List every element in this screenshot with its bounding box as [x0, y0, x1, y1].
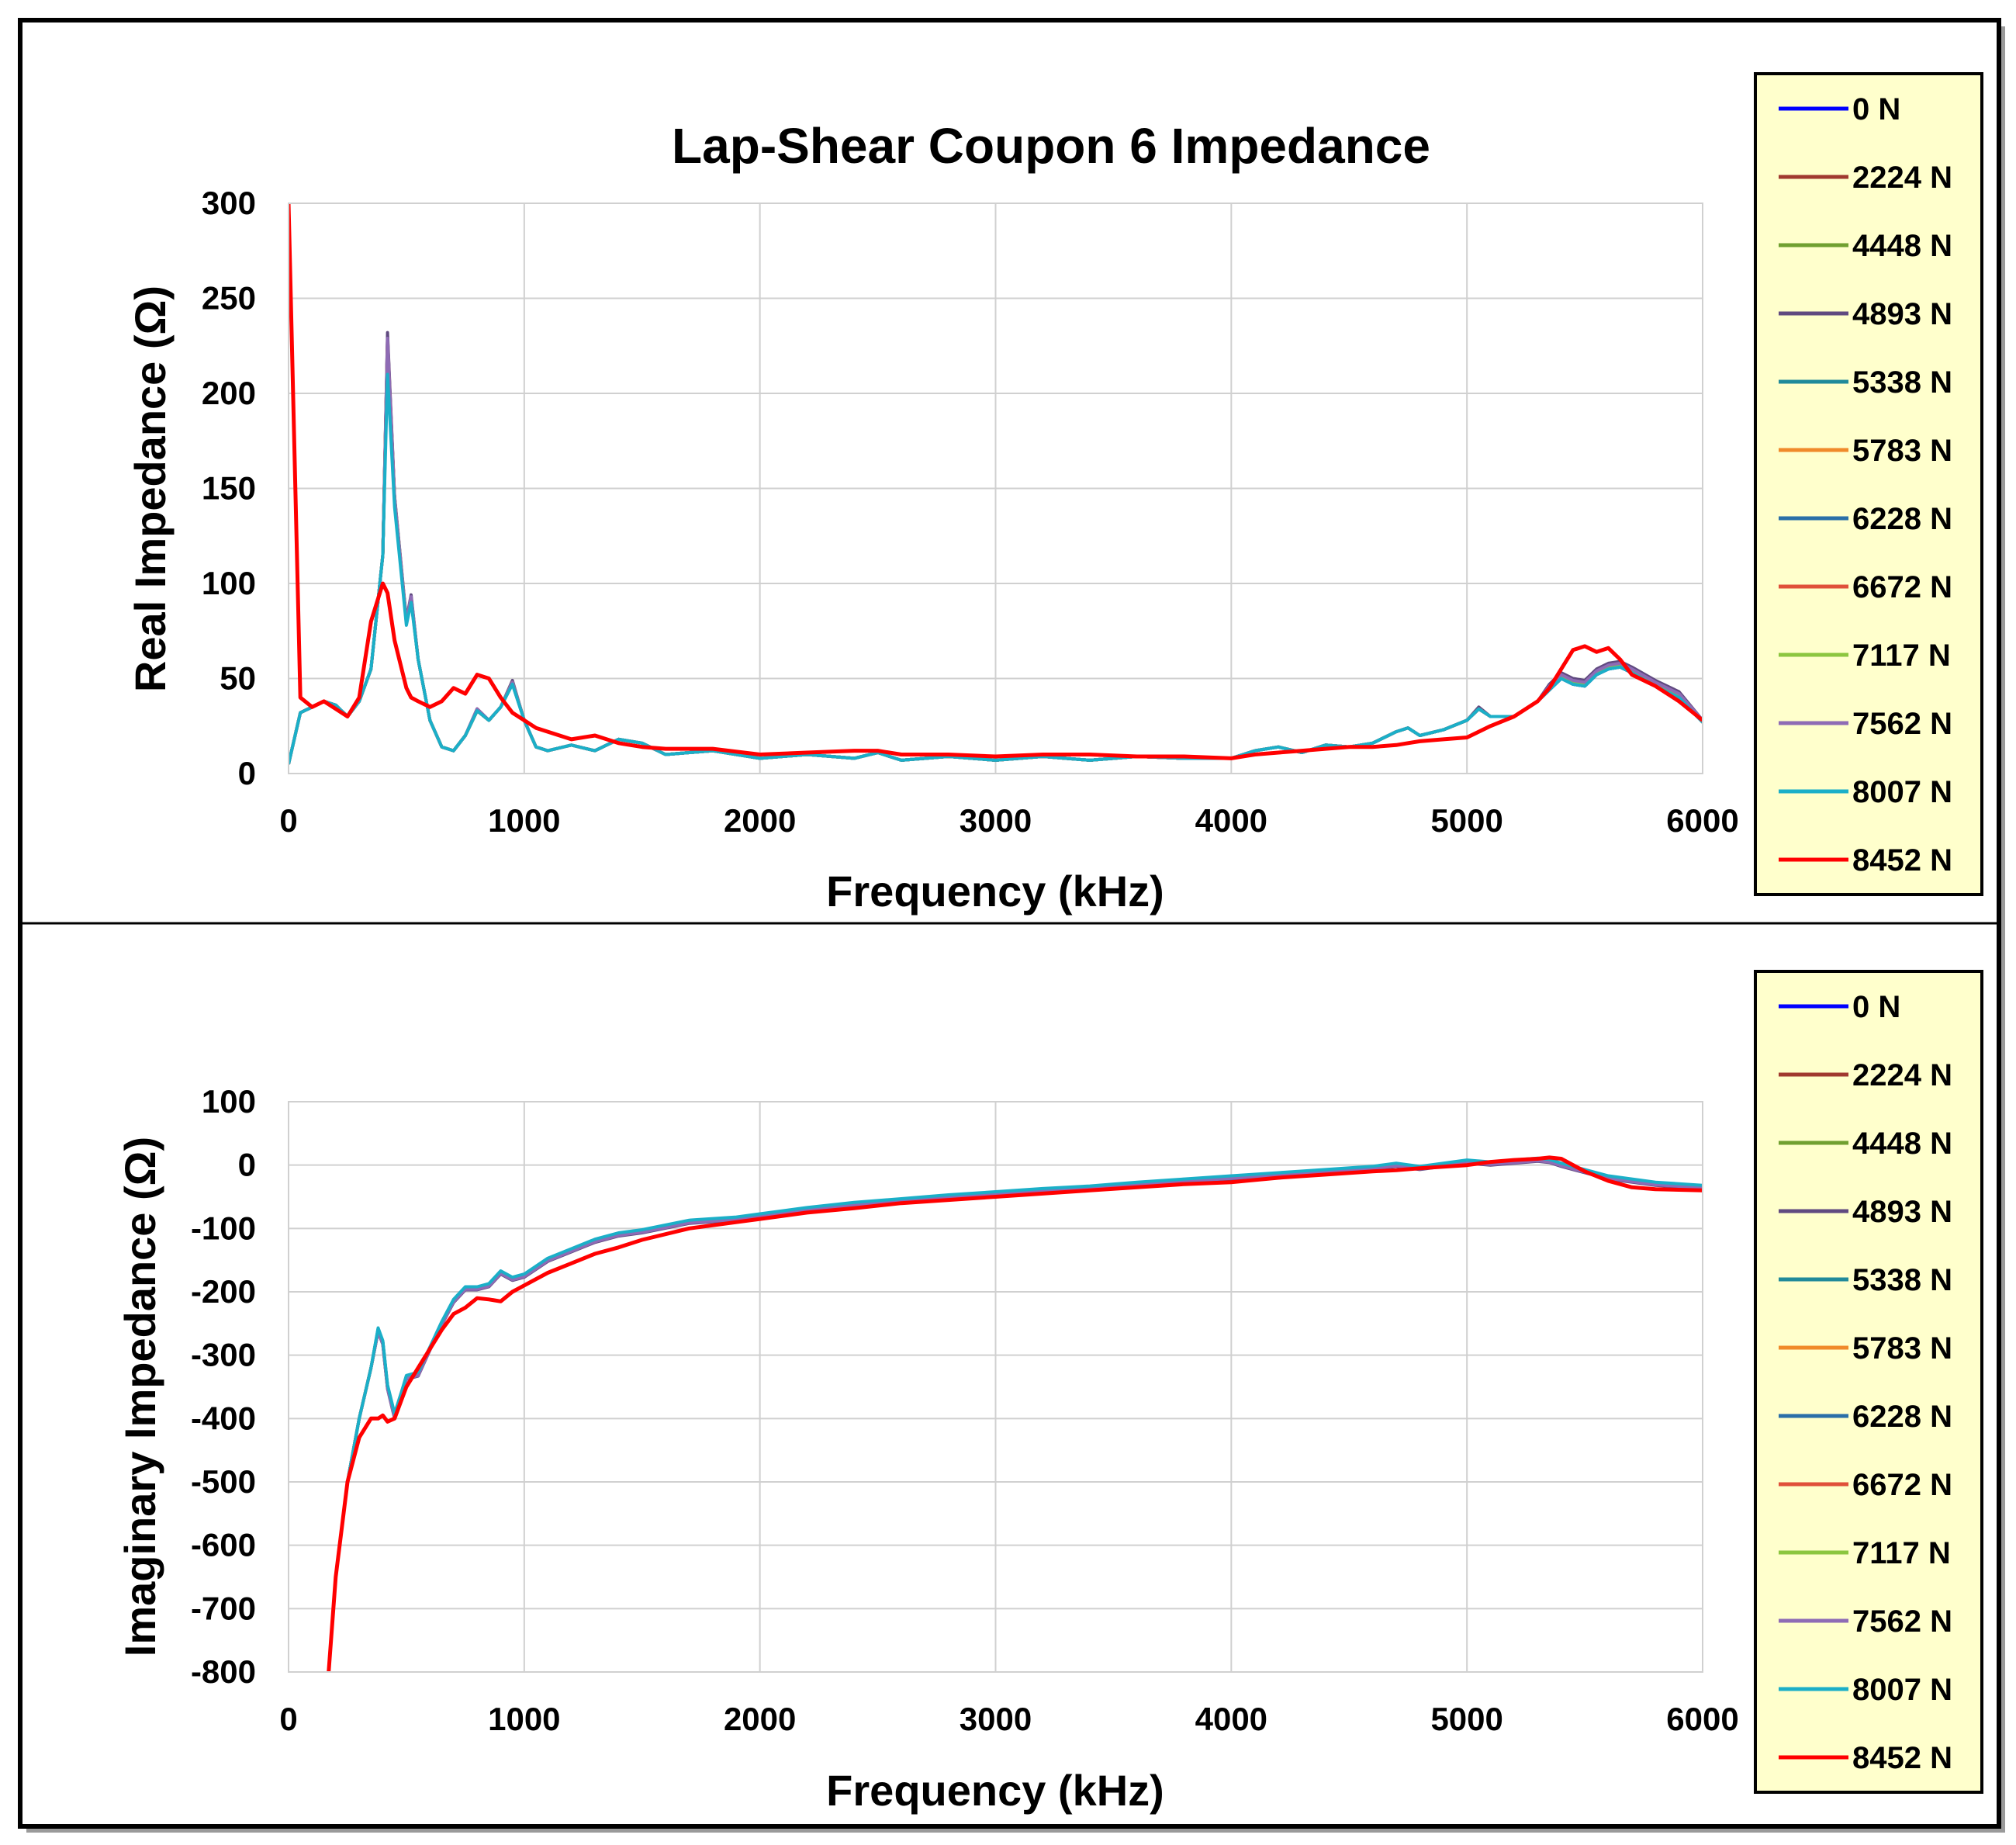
legend-label: 7117 N [1852, 1536, 1951, 1570]
y-tick-label: -100 [191, 1210, 256, 1246]
imag-grid [288, 1101, 1703, 1673]
y-tick-label: 150 [202, 470, 256, 507]
y-tick-label: -400 [191, 1400, 256, 1436]
x-tick-label: 3000 [960, 1701, 1032, 1737]
real-x-ticks: 0 1000 2000 3000 4000 5000 6000 [279, 802, 1738, 839]
legend-label: 4893 N [1852, 297, 1952, 331]
legend-label: 6672 N [1852, 570, 1952, 604]
legend-label: 8452 N [1852, 843, 1952, 878]
x-tick-label: 0 [279, 1701, 297, 1737]
y-tick-label: -200 [191, 1273, 256, 1310]
legend-label: 0 N [1852, 92, 1900, 126]
legend-label: 7117 N [1852, 639, 1951, 673]
x-tick-label: 2000 [724, 802, 796, 839]
x-tick-label: 4000 [1195, 1701, 1267, 1737]
real-impedance-panel: Lap-Shear Coupon 6 Impedance 0 50 100 150 20… [126, 72, 1983, 916]
y-tick-label: -800 [191, 1653, 256, 1690]
imag-legend: 0 N 2224 N 4448 N 4893 N 5338 N 5783 N 6228 N 6… [1779, 990, 1952, 1775]
real-plot-area [288, 202, 1703, 774]
y-tick-label: 50 [220, 660, 256, 697]
y-tick-label: -700 [191, 1590, 256, 1626]
imag-x-ticks: 0 1000 2000 3000 4000 5000 6000 [279, 1701, 1738, 1737]
imag-x-axis-title: Frequency (kHz) [826, 1766, 1164, 1815]
x-tick-label: 2000 [724, 1701, 796, 1737]
legend-label: 4448 N [1852, 229, 1952, 263]
series-line-8452-n [289, 203, 1703, 760]
x-tick-label: 0 [279, 802, 297, 839]
legend-label: 5338 N [1852, 365, 1952, 400]
imag-y-axis-title: Imaginary Impedance (Ω) [116, 1137, 164, 1656]
legend-label: 7562 N [1852, 707, 1952, 741]
legend-label: 4448 N [1852, 1127, 1952, 1161]
y-tick-label: 0 [238, 1147, 256, 1183]
real-y-ticks: 0 50 100 150 200 250 300 [202, 185, 256, 791]
real-legend-box [1754, 72, 1983, 896]
imag-y-ticks: 100 0 -100 -200 -300 -400 -500 -600 -700 -800 [191, 1083, 256, 1690]
real-series-group [289, 203, 1703, 765]
y-tick-label: -300 [191, 1337, 256, 1373]
y-tick-label: 200 [202, 375, 256, 411]
y-tick-label: 250 [202, 280, 256, 317]
x-tick-label: 4000 [1195, 802, 1267, 839]
real-legend: 0 N 2224 N 4448 N 4893 N 5338 N 5783 N 6228 N 6… [1779, 92, 1952, 878]
y-tick-label: 100 [202, 565, 256, 601]
legend-label: 5783 N [1852, 434, 1952, 468]
y-tick-label: 300 [202, 185, 256, 221]
legend-label: 2224 N [1852, 1058, 1952, 1092]
y-tick-label: -600 [191, 1527, 256, 1563]
x-tick-label: 5000 [1430, 802, 1502, 839]
series-line-8452-n [327, 1155, 1703, 1672]
x-tick-label: 3000 [960, 802, 1032, 839]
x-tick-label: 6000 [1666, 802, 1738, 839]
x-tick-label: 1000 [488, 802, 560, 839]
legend-label: 8007 N [1852, 1673, 1952, 1707]
legend-label: 7562 N [1852, 1604, 1952, 1639]
legend-label: 6672 N [1852, 1468, 1952, 1502]
legend-label: 8007 N [1852, 775, 1952, 809]
y-tick-label: 100 [202, 1083, 256, 1120]
y-tick-label: 0 [238, 755, 256, 791]
legend-label: 0 N [1852, 990, 1900, 1024]
imag-legend-box [1754, 970, 1983, 1794]
legend-label: 5783 N [1852, 1331, 1952, 1366]
legend-label: 6228 N [1852, 1400, 1952, 1434]
x-tick-label: 5000 [1430, 1701, 1502, 1737]
real-y-axis-title: Real Impedance (Ω) [126, 286, 175, 692]
chart-title: Lap-Shear Coupon 6 Impedance [672, 118, 1430, 174]
legend-label: 5338 N [1852, 1263, 1952, 1297]
x-tick-label: 6000 [1666, 1701, 1738, 1737]
imag-series-group [327, 1155, 1703, 1672]
legend-label: 4893 N [1852, 1195, 1952, 1229]
legend-label: 8452 N [1852, 1741, 1952, 1775]
x-tick-label: 1000 [488, 1701, 560, 1737]
imaginary-impedance-panel: 1000-100-200-300-400-500-600-700-800 0 10… [116, 970, 1983, 1815]
y-tick-label: -500 [191, 1463, 256, 1500]
legend-label: 2224 N [1852, 161, 1952, 195]
imag-plot-area [288, 1101, 1703, 1673]
real-x-axis-title: Frequency (kHz) [826, 867, 1164, 916]
legend-label: 6228 N [1852, 502, 1952, 536]
